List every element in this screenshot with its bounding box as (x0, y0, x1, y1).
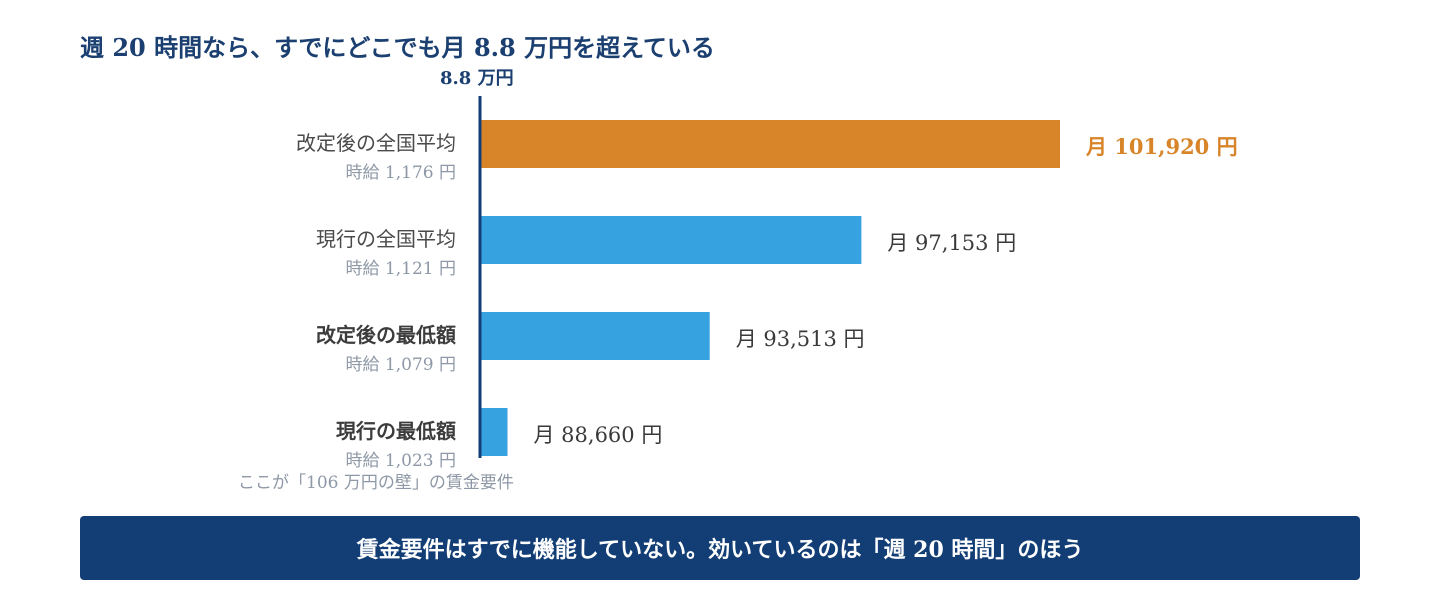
category-label-2: 改定後の最低額 (316, 323, 456, 347)
bar-3 (480, 408, 508, 456)
chart-note: ここが「106 万円の壁」の賃金要件 (238, 473, 514, 493)
bar-0 (480, 120, 1060, 168)
value-label-1: 月 97,153 円 (887, 231, 1016, 255)
value-label-3: 月 88,660 円 (534, 423, 663, 447)
category-sublabel-2: 時給 1,079 円 (346, 355, 456, 375)
value-label-0: 月 101,920 円 (1085, 134, 1238, 159)
category-sublabel-0: 時給 1,176 円 (346, 163, 456, 183)
conclusion-text: 賃金要件はすでに機能していない。効いているのは「週 20 時間」のほう (356, 537, 1084, 563)
reference-line-label: 8.8 万円 (440, 68, 514, 89)
category-sublabel-1: 時給 1,121 円 (346, 259, 456, 279)
conclusion-banner: 賃金要件はすでに機能していない。効いているのは「週 20 時間」のほう (80, 516, 1360, 580)
bar-2 (480, 312, 710, 360)
category-label-1: 現行の全国平均 (316, 227, 456, 251)
category-sublabel-3: 時給 1,023 円 (346, 451, 456, 471)
category-label-0: 改定後の全国平均 (296, 131, 456, 155)
chart-title: 週 20 時間なら、すでにどこでも月 8.8 万円を超えている (80, 33, 715, 62)
value-label-2: 月 93,513 円 (736, 327, 865, 351)
category-label-3: 現行の最低額 (336, 419, 456, 443)
bar-1 (480, 216, 862, 264)
